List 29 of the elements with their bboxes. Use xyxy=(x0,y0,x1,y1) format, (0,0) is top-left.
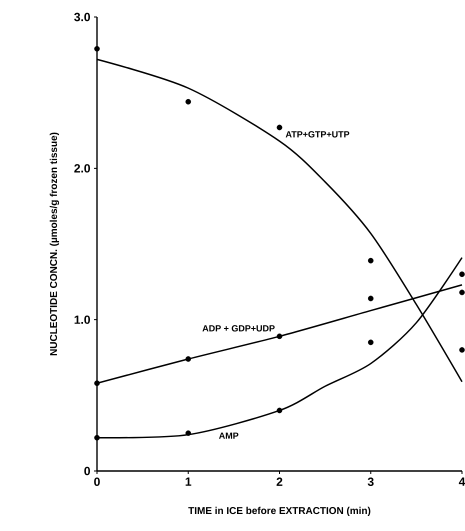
x-tick-label: 0 xyxy=(94,478,100,486)
x-tick-label: 3 xyxy=(368,478,374,486)
y-axis-title: NUCLEOTIDE CONCN. (µmoles/g frozen tissue) xyxy=(50,132,60,356)
point xyxy=(459,290,465,296)
series-label: ATP+GTP+UTP xyxy=(286,131,350,138)
series-label: ADP + GDP+UDP xyxy=(202,325,275,332)
x-tick-label: 2 xyxy=(276,478,282,486)
point xyxy=(94,46,100,52)
point xyxy=(276,124,282,130)
x-axis-title: TIME in ICE before EXTRACTION (min) xyxy=(188,506,370,516)
point xyxy=(368,296,374,302)
y-tick-label: 1.0 xyxy=(74,315,90,324)
y-tick-label: 2.0 xyxy=(74,164,90,173)
point xyxy=(459,347,465,353)
y-tick-label: 3.0 xyxy=(74,12,90,22)
point xyxy=(185,98,192,105)
point xyxy=(276,334,282,340)
point xyxy=(94,380,100,386)
point xyxy=(459,271,465,278)
point xyxy=(185,356,192,362)
point xyxy=(368,258,374,264)
x-tick-label: 4 xyxy=(458,478,465,486)
y-tick-label: 0 xyxy=(84,466,90,476)
point xyxy=(276,408,282,414)
series-label: AMP xyxy=(218,432,238,439)
point xyxy=(94,434,100,440)
x-tick-label: 1 xyxy=(186,478,192,486)
point xyxy=(185,430,192,436)
point xyxy=(368,340,374,346)
